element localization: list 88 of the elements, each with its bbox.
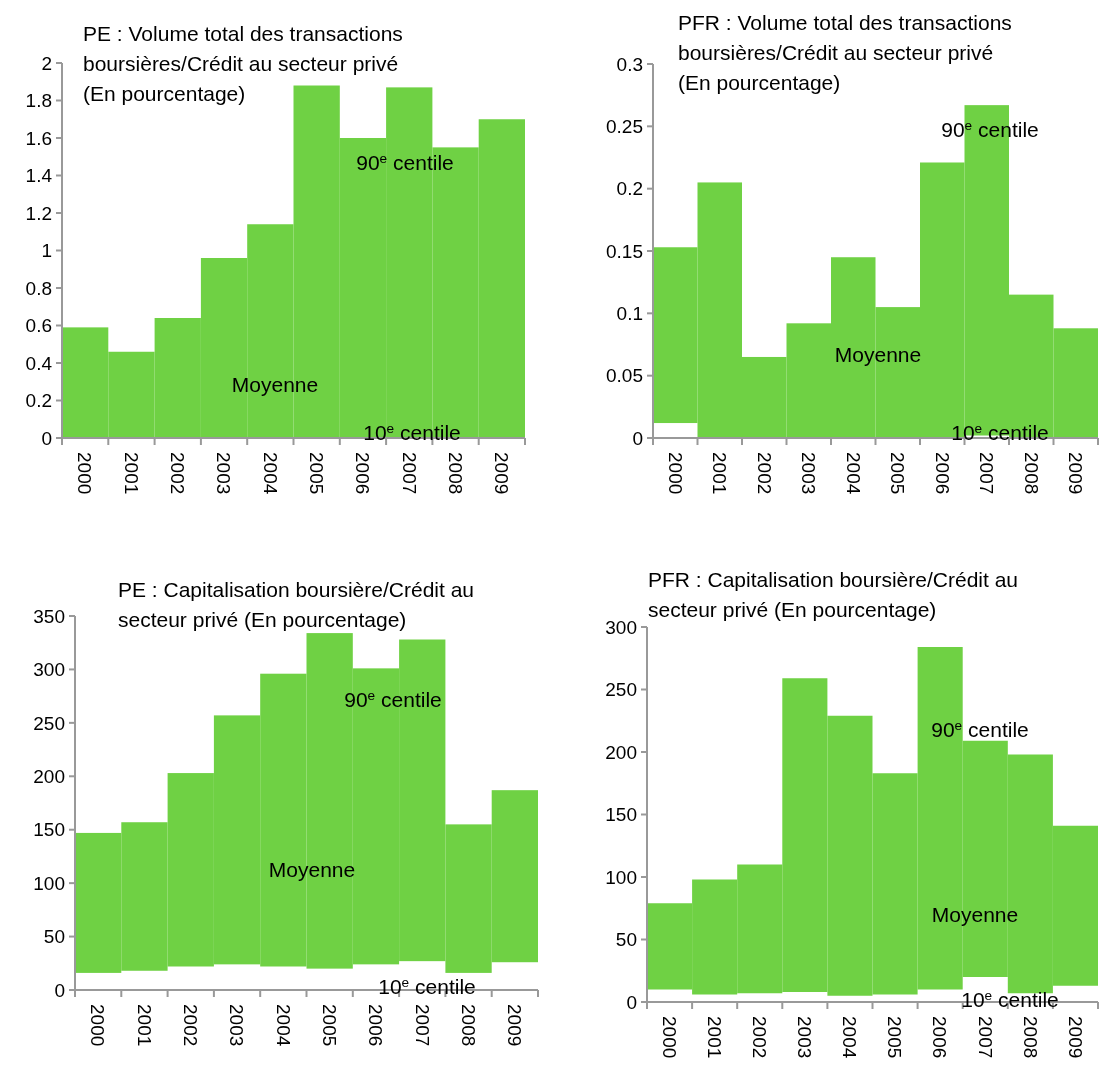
x-tick-label: 2008: [444, 452, 466, 495]
annotation: 10$^{e}$ centile: [951, 420, 1049, 444]
y-tick-label: 0.8: [25, 277, 52, 299]
y-tick-label: 300: [33, 659, 65, 681]
annotation: 10$^{e}$ centile: [378, 974, 476, 998]
x-tick-label: 2004: [839, 1016, 861, 1059]
y-tick-label: 150: [605, 804, 637, 826]
annotation: Moyenne: [268, 858, 356, 881]
x-tick-label: 2001: [133, 1004, 155, 1047]
x-tick-label: 2009: [1065, 452, 1087, 495]
y-tick-label: 100: [605, 866, 637, 888]
chart-title: PE : Capitalisation boursière/Crédit au secteur privé (En pourcentage): [118, 578, 475, 631]
y-tick-label: 0.25: [606, 115, 643, 137]
annotation: 90$^{e}$ centile: [344, 687, 442, 711]
x-tick-label: 2003: [226, 1004, 248, 1047]
x-tick-label: 2003: [798, 452, 820, 495]
x-tick-label: 2007: [976, 452, 998, 495]
x-tick-label: 2003: [794, 1016, 816, 1059]
y-tick-label: 1.6: [25, 127, 52, 149]
annotation: Moyenne: [231, 373, 319, 396]
y-tick-label: 0: [41, 427, 52, 449]
x-tick-label: 2004: [272, 1004, 294, 1047]
annotation: 10$^{e}$ centile: [363, 420, 461, 444]
y-tick-label: 0.05: [606, 365, 643, 387]
x-tick-label: 2009: [504, 1004, 526, 1047]
x-tick-label: 2007: [411, 1004, 433, 1047]
annotation: Moyenne: [931, 903, 1019, 926]
y-tick-label: 0.1: [616, 302, 643, 324]
y-tick-label: 0.2: [616, 178, 643, 200]
x-tick-label: 2006: [931, 452, 953, 495]
x-tick-label: 2006: [365, 1004, 387, 1047]
annotation: 90$^{e}$ centile: [356, 150, 454, 174]
annotation: Moyenne: [834, 343, 922, 366]
x-tick-label: 2005: [306, 452, 327, 495]
x-tick-label: 2006: [929, 1016, 951, 1059]
x-tick-label: 2007: [974, 1016, 996, 1059]
x-tick-label: 2008: [1020, 452, 1042, 495]
x-tick-label: 2002: [749, 1016, 771, 1059]
y-tick-label: 0: [54, 979, 65, 1001]
y-tick-label: 250: [33, 712, 65, 734]
x-tick-label: 2009: [1064, 1016, 1086, 1059]
x-tick-label: 2009: [491, 452, 513, 495]
x-tick-label: 2007: [398, 452, 420, 495]
x-tick-label: 2000: [87, 1004, 109, 1047]
y-tick-label: 0.15: [606, 240, 643, 262]
y-tick-label: 1.8: [25, 90, 52, 112]
y-tick-label: 200: [33, 765, 65, 787]
chart-title: PE : Volume total des transactions boursières/Crédit au secteur privé (En pourcentage): [83, 22, 403, 105]
x-tick-label: 2008: [1019, 1016, 1041, 1059]
y-tick-label: 2: [41, 52, 52, 74]
y-tick-label: 300: [605, 616, 637, 638]
x-tick-label: 2002: [180, 1004, 202, 1047]
x-tick-label: 2005: [884, 1016, 906, 1059]
x-tick-label: 2001: [120, 452, 142, 495]
annotation: 90$^{e}$ centile: [931, 717, 1029, 741]
x-tick-label: 2000: [658, 1016, 680, 1059]
x-tick-label: 2000: [664, 452, 686, 495]
y-tick-label: 250: [605, 679, 637, 701]
y-tick-label: 0: [626, 991, 637, 1013]
y-tick-label: 50: [43, 926, 65, 948]
y-tick-label: 50: [615, 929, 637, 951]
chart-title: PFR : Capitalisation boursière/Crédit au secteur privé (En pourcentage): [648, 568, 1019, 621]
y-tick-label: 1.2: [25, 202, 52, 224]
x-tick-label: 2005: [887, 452, 909, 495]
y-tick-label: 0.3: [616, 53, 643, 75]
annotation: 10$^{e}$ centile: [961, 987, 1059, 1011]
y-tick-label: 100: [33, 872, 65, 894]
x-tick-label: 2001: [704, 1016, 725, 1059]
y-tick-label: 0.4: [25, 352, 53, 374]
x-tick-label: 2005: [319, 1004, 340, 1047]
x-tick-label: 2004: [259, 452, 281, 495]
x-tick-label: 2001: [709, 452, 731, 495]
x-tick-label: 2008: [457, 1004, 479, 1047]
y-tick-label: 150: [33, 819, 65, 841]
x-tick-label: 2003: [213, 452, 235, 495]
x-tick-label: 2000: [74, 452, 96, 495]
chart-title: PFR : Volume total des transactions boursières/Crédit au secteur privé (En pourcentage): [678, 11, 1012, 94]
y-tick-label: 1: [41, 240, 52, 262]
y-tick-label: 0.6: [25, 315, 52, 337]
x-tick-label: 2006: [352, 452, 374, 495]
x-tick-label: 2004: [842, 452, 864, 495]
y-tick-label: 0: [632, 427, 643, 449]
y-tick-label: 0.2: [25, 390, 52, 412]
y-tick-label: 1.4: [25, 165, 53, 187]
y-tick-label: 200: [605, 741, 637, 763]
x-tick-label: 2002: [753, 452, 775, 495]
x-tick-label: 2002: [167, 452, 189, 495]
y-tick-label: 350: [33, 605, 65, 627]
